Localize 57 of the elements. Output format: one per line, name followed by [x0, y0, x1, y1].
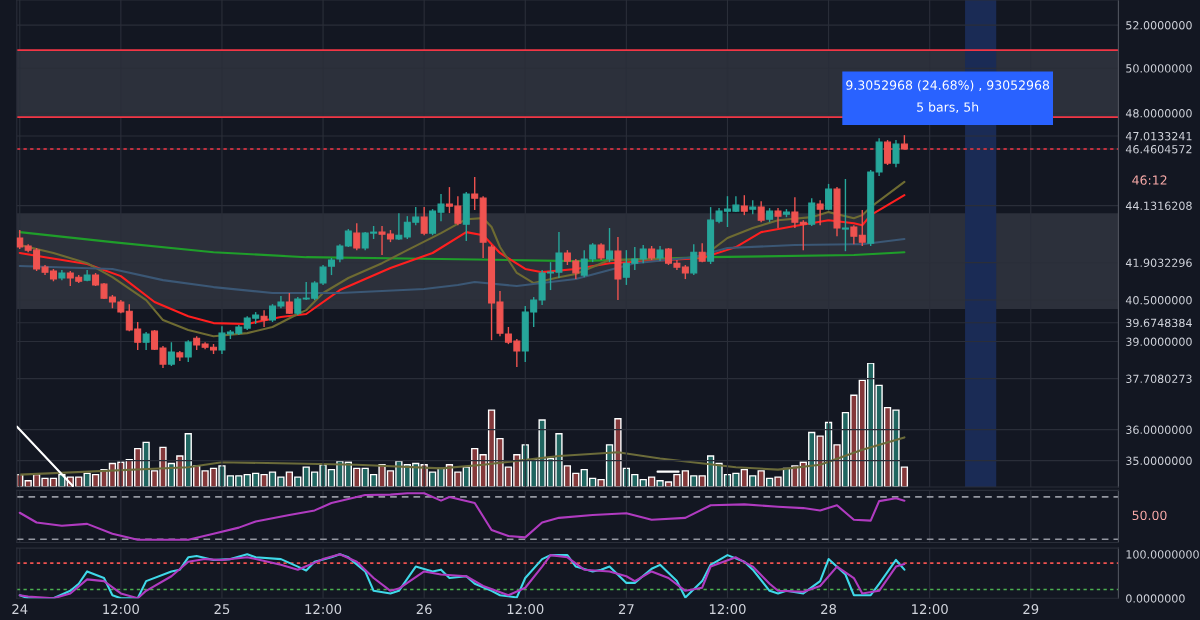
candlestick — [420, 206, 428, 236]
candlestick — [825, 183, 833, 211]
candlestick — [353, 222, 361, 251]
candlestick — [184, 339, 192, 363]
candlestick — [395, 212, 403, 241]
candlestick — [260, 309, 268, 328]
annotation: 5 bars, 5h — [917, 102, 979, 114]
y-tick-label: 39.0000000 — [1126, 337, 1192, 346]
candlestick — [850, 224, 858, 245]
candlestick — [740, 194, 748, 216]
y-tick-label: 37.7080273 — [1126, 374, 1192, 384]
y-tick-label: 48.0000000 — [1125, 109, 1192, 118]
x-tick-label: 12:00 — [709, 604, 746, 615]
y-tick-label: 50.0000000 — [1126, 64, 1192, 73]
candlestick — [285, 292, 293, 315]
y-tick-label: 41.9032296 — [1125, 258, 1192, 267]
candlestick — [816, 199, 824, 226]
x-tick-label: 24 — [12, 604, 28, 614]
candlestick — [799, 219, 807, 251]
candlestick — [142, 331, 150, 351]
candlestick — [16, 229, 24, 250]
x-tick-label: 27 — [618, 604, 634, 614]
candlestick — [858, 209, 866, 247]
y-tick-label: 47.0133241 — [1125, 131, 1192, 141]
candlestick — [606, 227, 614, 263]
candlestick — [167, 341, 175, 367]
x-tick-label: 12:00 — [507, 604, 544, 615]
x-tick-label: 26 — [416, 604, 432, 615]
candlestick — [294, 296, 302, 316]
candlestick — [808, 197, 816, 227]
candlestick — [791, 196, 799, 229]
candlestick — [774, 207, 782, 229]
x-tick-label: 29 — [1023, 604, 1039, 615]
candlestick — [690, 243, 698, 276]
x-tick-label: 12:00 — [912, 604, 948, 615]
candlestick — [639, 244, 647, 264]
y-tick-label: 46.4604572 — [1125, 144, 1192, 154]
y-tick-label: 52.0000000 — [1126, 21, 1192, 30]
x-tick-label: 28 — [821, 604, 837, 615]
y-tick-label: 36.0000000 — [1126, 425, 1192, 434]
y-tick-label: 40.5000000 — [1125, 296, 1192, 305]
text: 46:12 — [1132, 175, 1167, 185]
y-tick-label: 0.0000000 — [1126, 594, 1185, 603]
y-tick-label: 39.6748384 — [1126, 318, 1192, 328]
candlestick — [471, 176, 479, 211]
candlestick — [884, 139, 892, 166]
candlestick — [757, 200, 765, 223]
x-tick-label: 12:00 — [305, 604, 342, 615]
candlestick — [841, 178, 849, 252]
annotation: 9.3052968 (24.68%) , 93052968 — [846, 80, 1050, 92]
candlestick — [892, 139, 900, 168]
y-tick-label: 35.0000000 — [1126, 456, 1192, 465]
x-tick-label: 12:00 — [103, 604, 139, 615]
x-tick-label: 25 — [214, 604, 230, 615]
y-tick-label: 100.0000000 — [1126, 550, 1199, 559]
y-tick-label: 44.1316208 — [1125, 201, 1192, 210]
text: 50.00 — [1132, 510, 1167, 521]
